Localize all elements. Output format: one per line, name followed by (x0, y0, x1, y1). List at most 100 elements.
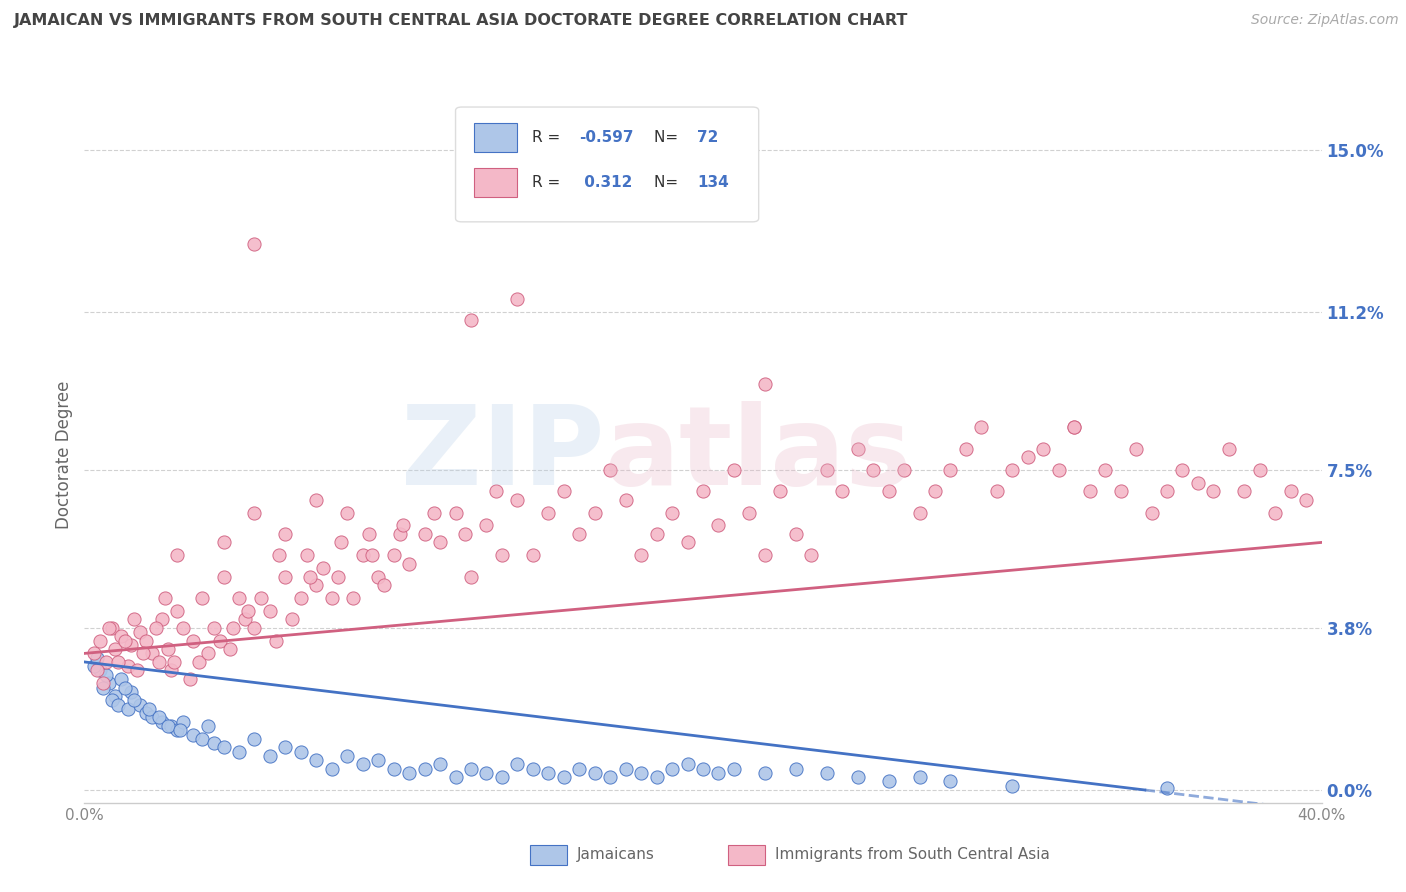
Point (475, 766, 498, 780)
Point (1125, 442, 1147, 456)
Point (148, 710, 170, 724)
Point (429, 535, 451, 549)
Point (537, 506, 560, 520)
Point (373, 578, 395, 592)
Point (676, 757, 699, 772)
Point (454, 527, 477, 541)
Point (169, 723, 191, 738)
Point (101, 693, 124, 707)
Point (321, 762, 343, 776)
Point (290, 591, 312, 605)
Point (1202, 484, 1225, 499)
Text: Immigrants from South Central Asia: Immigrants from South Central Asia (775, 847, 1050, 863)
Point (280, 612, 302, 626)
Text: JAMAICAN VS IMMIGRANTS FROM SOUTH CENTRAL ASIA DOCTORATE DEGREE CORRELATION CHAR: JAMAICAN VS IMMIGRANTS FROM SOUTH CENTRA… (14, 13, 908, 29)
Point (506, 757, 529, 772)
Point (352, 757, 374, 772)
Point (125, 664, 148, 678)
Point (388, 527, 411, 541)
Bar (474, 123, 517, 153)
Point (491, 548, 513, 562)
Point (179, 672, 201, 686)
Point (862, 463, 884, 477)
Point (336, 506, 359, 520)
Point (908, 506, 931, 520)
Point (460, 569, 482, 583)
Point (299, 569, 322, 583)
Point (800, 548, 823, 562)
Point (120, 638, 142, 652)
Point (522, 762, 544, 776)
Point (114, 681, 136, 695)
Point (1017, 450, 1039, 464)
Point (1264, 506, 1286, 520)
Point (413, 527, 436, 541)
Point (568, 762, 591, 776)
Point (815, 766, 838, 780)
Text: N=: N= (654, 176, 682, 190)
Point (202, 736, 225, 750)
Point (893, 463, 915, 477)
Point (1218, 442, 1240, 456)
Text: N=: N= (654, 130, 682, 145)
Point (754, 548, 776, 562)
Point (243, 621, 266, 635)
Text: R =: R = (533, 176, 565, 190)
Point (259, 604, 281, 618)
Point (1233, 484, 1256, 499)
Point (1156, 484, 1178, 499)
Point (191, 731, 214, 746)
Point (738, 506, 761, 520)
Point (352, 548, 374, 562)
Point (831, 484, 853, 499)
Point (160, 664, 183, 678)
Bar (530, 845, 567, 865)
Point (475, 518, 498, 533)
FancyBboxPatch shape (456, 107, 759, 222)
Point (1249, 463, 1271, 477)
Point (132, 647, 155, 661)
Point (101, 621, 124, 635)
Point (846, 442, 869, 456)
Point (1140, 506, 1163, 520)
Point (83, 659, 105, 673)
Point (98, 621, 121, 635)
Point (94, 655, 117, 669)
Point (661, 506, 683, 520)
Point (692, 762, 714, 776)
Point (460, 762, 482, 776)
Point (295, 548, 318, 562)
Point (305, 753, 328, 767)
Point (583, 766, 606, 780)
Text: R =: R = (533, 130, 565, 145)
Point (218, 642, 240, 657)
Bar (728, 845, 765, 865)
Point (1109, 484, 1132, 499)
Point (553, 484, 575, 499)
Point (122, 693, 145, 707)
Point (568, 527, 591, 541)
Point (259, 748, 281, 763)
Point (361, 548, 384, 562)
Point (166, 723, 188, 738)
Point (522, 548, 544, 562)
Point (91, 676, 114, 690)
Point (908, 770, 931, 784)
Point (1078, 484, 1101, 499)
Point (274, 527, 297, 541)
Point (367, 753, 389, 767)
Point (723, 762, 745, 776)
Point (135, 706, 157, 721)
Point (413, 762, 436, 776)
Point (264, 633, 287, 648)
Point (274, 740, 297, 755)
Point (599, 770, 621, 784)
Point (367, 569, 389, 583)
Point (89, 633, 111, 648)
Point (924, 484, 946, 499)
Point (141, 710, 163, 724)
Point (1001, 779, 1024, 793)
Point (86, 664, 108, 678)
Point (583, 506, 606, 520)
Point (202, 621, 225, 635)
